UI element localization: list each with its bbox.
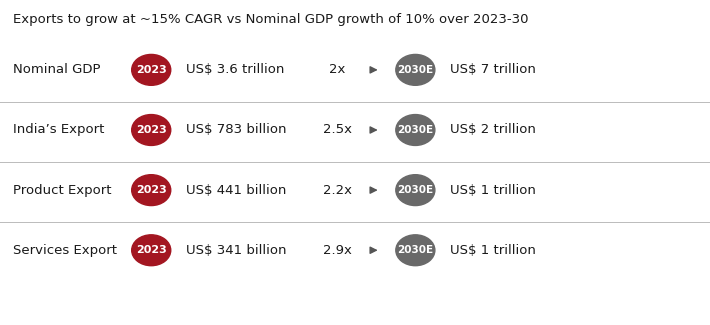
Text: 2.9x: 2.9x bbox=[323, 244, 351, 257]
Text: 2.5x: 2.5x bbox=[323, 124, 351, 136]
Text: 2023: 2023 bbox=[136, 245, 167, 255]
Ellipse shape bbox=[132, 235, 171, 266]
Text: 2023: 2023 bbox=[136, 185, 167, 195]
Text: 2030E: 2030E bbox=[398, 125, 433, 135]
Text: US$ 1 trillion: US$ 1 trillion bbox=[450, 244, 536, 257]
Text: 2023: 2023 bbox=[136, 125, 167, 135]
Text: Nominal GDP: Nominal GDP bbox=[13, 63, 100, 76]
Text: US$ 441 billion: US$ 441 billion bbox=[186, 184, 286, 197]
Text: Services Export: Services Export bbox=[13, 244, 116, 257]
Text: India’s Export: India’s Export bbox=[13, 124, 104, 136]
Text: Product Export: Product Export bbox=[13, 184, 111, 197]
Text: 2.2x: 2.2x bbox=[323, 184, 351, 197]
Text: 2030E: 2030E bbox=[398, 65, 433, 75]
Text: 2030E: 2030E bbox=[398, 245, 433, 255]
Text: US$ 783 billion: US$ 783 billion bbox=[186, 124, 287, 136]
Text: US$ 2 trillion: US$ 2 trillion bbox=[450, 124, 536, 136]
Ellipse shape bbox=[396, 175, 435, 206]
Text: US$ 341 billion: US$ 341 billion bbox=[186, 244, 287, 257]
Text: 2023: 2023 bbox=[136, 65, 167, 75]
Ellipse shape bbox=[396, 54, 435, 85]
Text: US$ 7 trillion: US$ 7 trillion bbox=[450, 63, 536, 76]
Text: 2x: 2x bbox=[329, 63, 346, 76]
Ellipse shape bbox=[132, 54, 171, 85]
Text: US$ 1 trillion: US$ 1 trillion bbox=[450, 184, 536, 197]
Ellipse shape bbox=[132, 175, 171, 206]
Text: US$ 3.6 trillion: US$ 3.6 trillion bbox=[186, 63, 285, 76]
Ellipse shape bbox=[396, 114, 435, 145]
Ellipse shape bbox=[396, 235, 435, 266]
Text: Exports to grow at ~15% CAGR vs Nominal GDP growth of 10% over 2023-30: Exports to grow at ~15% CAGR vs Nominal … bbox=[13, 13, 528, 26]
Text: 2030E: 2030E bbox=[398, 185, 433, 195]
Ellipse shape bbox=[132, 114, 171, 145]
